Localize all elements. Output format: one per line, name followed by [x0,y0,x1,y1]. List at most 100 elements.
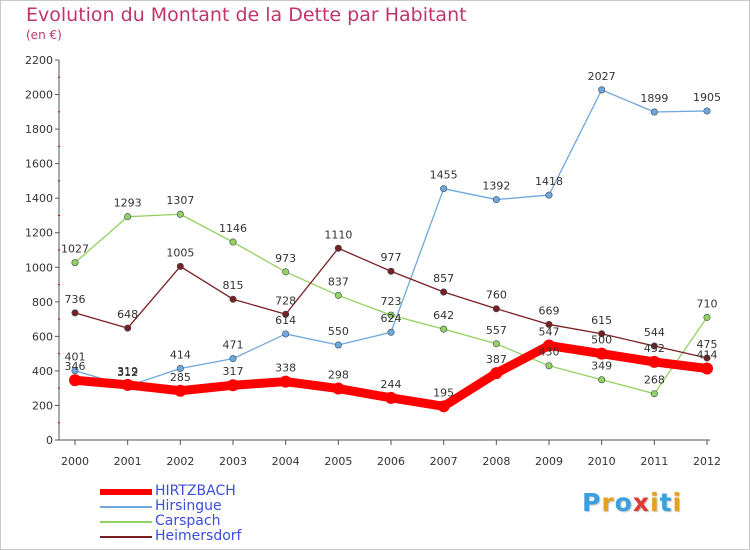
data-point [440,325,448,333]
data-point [598,330,606,338]
data-label: 1392 [482,180,510,193]
chart-subtitle: (en €) [26,28,62,42]
x-tick-label: 2007 [430,455,458,468]
logo-letter: o [614,488,633,517]
data-point [176,364,184,372]
data-point [69,374,81,387]
data-label: 624 [381,312,402,325]
data-point [440,288,448,296]
data-label: 648 [117,308,138,321]
data-point [124,324,132,332]
x-tick-label: 2011 [640,455,668,468]
data-point [490,367,503,380]
data-label: 414 [697,348,718,361]
data-label: 857 [433,272,454,285]
data-label: 401 [65,351,86,364]
data-point [650,108,658,116]
data-label: 614 [275,314,296,327]
legend-swatch-hirtzbach [100,489,152,495]
proxiti-logo: Proxiti [582,488,682,517]
y-tick-label: 2200 [25,54,53,67]
data-label: 2027 [588,70,616,83]
data-label: 195 [433,386,454,399]
data-point [598,376,606,384]
legend-swatch-carspach [100,521,152,523]
data-label: 710 [697,297,718,310]
y-tick-label: 400 [32,365,53,378]
data-point [227,379,239,392]
x-tick-label: 2003 [219,455,247,468]
y-tick-label: 600 [32,330,53,343]
data-point [703,313,711,321]
data-point [176,262,184,270]
data-point [543,339,555,352]
data-label: 312 [117,366,138,379]
data-point [492,196,500,204]
y-tick-label: 0 [46,434,53,447]
data-label: 452 [644,342,665,355]
y-tick-label: 1600 [25,158,53,171]
data-label: 550 [328,325,349,338]
data-label: 837 [328,275,349,288]
data-label: 973 [275,252,296,265]
y-tick-label: 1200 [25,227,53,240]
data-label: 1905 [693,91,721,104]
data-point [440,185,448,193]
data-point [334,341,342,349]
data-label: 319 [117,365,138,378]
data-label: 349 [591,360,612,373]
data-label: 285 [170,371,191,384]
logo-letter: r [601,488,615,517]
data-point [650,342,658,350]
x-tick-label: 2000 [61,455,89,468]
data-point [334,244,342,252]
data-point [282,268,290,276]
data-label: 557 [486,324,507,337]
data-point [334,291,342,299]
data-point [387,328,395,336]
data-label: 1899 [640,92,668,105]
y-tick-label: 200 [32,399,53,412]
data-point [121,378,134,391]
data-point [229,238,237,246]
data-label: 471 [223,339,244,352]
data-label: 642 [433,309,454,322]
data-label: 1307 [166,194,194,207]
data-label: 1027 [61,243,89,256]
data-label: 728 [275,294,296,307]
data-point [124,213,132,221]
legend-label-hirtzbach: HIRTZBACH [155,483,236,499]
data-label: 346 [65,360,86,373]
data-label: 977 [381,251,402,264]
data-label: 1455 [430,169,458,182]
data-point [703,107,711,115]
y-tick-label: 800 [32,296,53,309]
data-point [282,310,290,318]
data-label: 500 [591,334,612,347]
data-point [598,86,606,94]
logo-letter: i [650,488,660,517]
legend-label-heimersdorf: Heimersdorf [155,528,242,544]
data-label: 298 [328,369,349,382]
logo-letter: P [582,488,602,517]
data-label: 268 [644,374,665,387]
x-tick-label: 2001 [114,455,142,468]
chart-title: Evolution du Montant de la Dette par Hab… [26,4,467,26]
data-label: 475 [697,338,718,351]
data-point [701,362,713,375]
data-point [385,391,397,404]
logo-letter: t [659,488,673,517]
data-label: 317 [223,365,244,378]
x-tick-label: 2010 [588,455,616,468]
x-tick-label: 2012 [693,455,721,468]
data-point [279,375,292,388]
data-label: 1005 [166,246,194,259]
data-label: 547 [539,326,560,339]
data-label: 387 [486,353,507,366]
data-point [492,340,500,348]
data-label: 338 [275,362,296,375]
y-tick-label: 1400 [25,192,53,205]
data-point [174,384,187,397]
x-tick-label: 2002 [166,455,194,468]
